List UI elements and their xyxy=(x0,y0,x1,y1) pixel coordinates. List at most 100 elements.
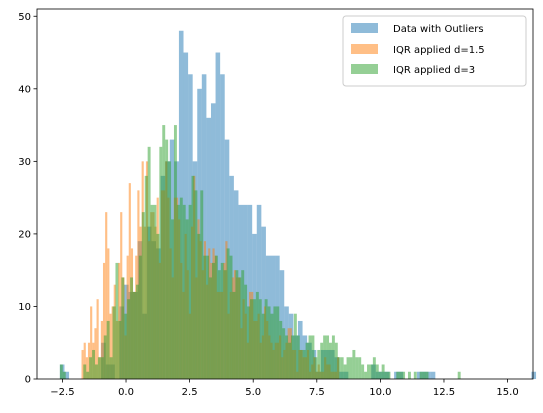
histogram-bar xyxy=(320,342,324,379)
histogram-bar xyxy=(252,299,256,379)
legend-label-iqr-d1-5: IQR applied d=1.5 xyxy=(393,45,485,56)
histogram-bar xyxy=(127,299,131,379)
histogram-bar xyxy=(402,371,406,379)
histogram-bar xyxy=(64,371,70,379)
histogram-bar xyxy=(173,125,177,379)
histogram-bar xyxy=(369,364,373,379)
histogram-bar xyxy=(89,357,93,379)
x-tick-label: 0.0 xyxy=(118,387,134,398)
histogram-bar xyxy=(100,357,104,379)
histogram-bar xyxy=(179,197,183,379)
histogram-bar xyxy=(250,299,253,379)
histogram-bar xyxy=(94,328,97,379)
histogram-bar xyxy=(121,277,125,379)
histogram-bar xyxy=(153,204,157,379)
histogram-bar xyxy=(358,357,362,379)
histogram-bar xyxy=(417,371,422,379)
histogram-bar xyxy=(168,161,172,379)
histogram-bar xyxy=(326,335,330,379)
x-tick-label: −2.5 xyxy=(50,387,74,398)
histogram-bar xyxy=(220,262,224,379)
histogram-bar xyxy=(355,357,359,379)
histogram-bar xyxy=(137,190,140,379)
histogram-bar xyxy=(297,320,303,379)
histogram-bar xyxy=(185,219,189,379)
histogram-bar xyxy=(282,328,286,379)
histogram-bar xyxy=(188,204,192,379)
histogram-bar xyxy=(296,335,300,379)
histogram-bar xyxy=(293,313,297,379)
histogram-bar xyxy=(375,364,379,379)
histogram-bar xyxy=(352,349,356,379)
histogram-bar xyxy=(425,371,429,379)
histogram-bar xyxy=(128,183,131,379)
histogram-bar xyxy=(120,212,123,379)
histogram-bar xyxy=(62,371,66,379)
legend-swatch-iqr-d3 xyxy=(351,64,378,74)
histogram-bar xyxy=(217,270,221,379)
histogram-bar xyxy=(215,52,221,379)
histogram-bar xyxy=(314,357,318,379)
histogram-bar xyxy=(235,270,239,379)
histogram-bar xyxy=(255,291,259,379)
histogram-bar xyxy=(261,313,265,379)
histogram-bar xyxy=(270,313,274,379)
histogram-bar xyxy=(426,371,431,379)
x-axis: −2.5 0.0 2.5 5.0 7.5 10.0 12.5 15.0 xyxy=(50,379,519,398)
histogram-bar xyxy=(349,357,353,379)
histogram-bar xyxy=(130,277,134,379)
histogram-bar xyxy=(165,139,169,379)
histogram-bar xyxy=(329,342,332,379)
histogram-bar xyxy=(244,284,248,379)
histogram-bar xyxy=(100,320,103,379)
series-2-bars xyxy=(59,125,461,379)
histogram-bar xyxy=(396,371,400,379)
x-tick-label: 7.5 xyxy=(309,387,325,398)
legend-label-data-with-outliers: Data with Outliers xyxy=(393,24,484,35)
y-axis: 0 10 20 30 40 50 xyxy=(18,12,37,386)
histogram-bar xyxy=(150,204,154,379)
histogram-bar xyxy=(183,52,189,379)
y-tick-label: 0 xyxy=(25,375,31,386)
histogram-bar xyxy=(102,262,106,379)
histogram-bar xyxy=(299,349,303,379)
x-tick-label: 2.5 xyxy=(182,387,198,398)
histogram-bar xyxy=(407,371,411,379)
histogram-bar xyxy=(118,320,122,379)
histogram-bar xyxy=(220,74,225,379)
histogram-bar xyxy=(200,190,204,379)
histogram-bar xyxy=(247,306,251,379)
histogram-bar xyxy=(457,371,461,379)
histogram-bar xyxy=(372,357,376,379)
histogram-bar xyxy=(194,190,198,379)
histogram-bar xyxy=(261,226,266,379)
histogram-bar xyxy=(419,371,423,379)
histogram-bar xyxy=(96,299,99,379)
histogram-bar xyxy=(334,342,338,379)
legend-swatch-data-with-outliers xyxy=(351,23,378,33)
y-tick-label: 40 xyxy=(18,84,31,95)
histogram-bar xyxy=(94,364,98,379)
histogram-bar xyxy=(285,335,289,379)
histogram-bar xyxy=(317,349,321,379)
histogram-bar xyxy=(381,364,385,379)
histogram-bar xyxy=(364,371,368,379)
histogram-bar xyxy=(135,284,139,379)
y-tick-label: 20 xyxy=(18,229,31,240)
histogram-bar xyxy=(302,349,306,379)
histogram-bar xyxy=(273,306,277,379)
histogram-bar xyxy=(264,299,268,379)
bars-layer xyxy=(59,30,537,380)
histogram-bar xyxy=(133,291,136,379)
histogram-bar xyxy=(203,255,207,379)
histogram-bar xyxy=(384,371,388,379)
histogram-bar xyxy=(214,255,218,379)
histogram-bar xyxy=(171,219,174,379)
histogram-bar xyxy=(197,233,201,379)
histogram-bar xyxy=(238,277,242,379)
histogram-bar xyxy=(92,349,95,379)
histogram-bar xyxy=(413,371,417,379)
histogram-bar xyxy=(367,364,370,379)
histogram-bar xyxy=(212,262,215,379)
